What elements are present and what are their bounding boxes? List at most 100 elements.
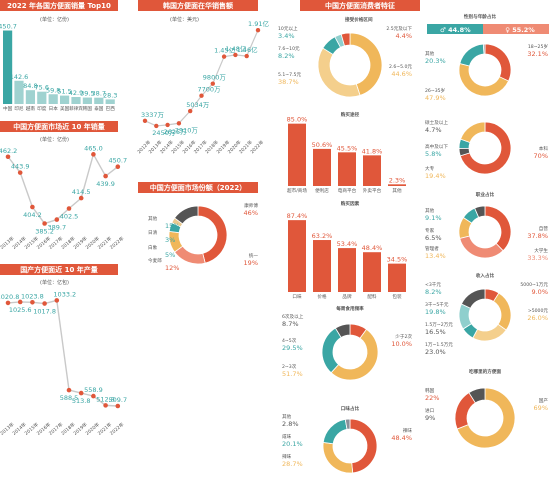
top10-value: 39.5 [80, 90, 94, 98]
output-value: 1017.8 [33, 308, 56, 316]
price-label: 10元以上 [278, 25, 298, 32]
region-label: 进口 [425, 407, 435, 414]
kr-value: 1.46亿 [237, 45, 258, 54]
income-label: 1万~1.5万元 [425, 342, 453, 348]
flavor-value: 20.1% [282, 440, 303, 448]
output-point [103, 403, 108, 408]
age-slice [484, 43, 512, 82]
price-label: 5.1~7.5元 [278, 72, 301, 78]
top10-category: 泰国 [94, 105, 104, 112]
output-point [54, 298, 60, 303]
market-value: 414.5 [72, 188, 91, 196]
market-point [115, 164, 121, 170]
flavor-label: 辣味 [403, 427, 413, 434]
top10-value: 38.7 [92, 90, 106, 98]
top10-category: 日本 [49, 105, 59, 112]
price-slice [340, 32, 351, 47]
kr-point [142, 118, 148, 124]
gender-title: 性别与年龄占比 [464, 13, 497, 20]
market-value: 404.2 [23, 211, 42, 219]
price-value: 44.6% [391, 70, 412, 78]
age-label: 26~35岁 [425, 87, 446, 94]
share-label: 今麦郎 [148, 257, 162, 264]
edu-label: 高中及以下 [425, 143, 448, 150]
factor-bar [338, 248, 356, 292]
flavor-slice [344, 418, 351, 430]
top10-category: 巴西 [106, 106, 116, 112]
top10-category: 菲律宾 [69, 105, 83, 112]
edu-label: 硕士及以上 [425, 119, 448, 126]
job-label: 大学生 [534, 247, 548, 254]
channel-value: 41.8% [362, 147, 383, 155]
market-unit: (单位：亿份) [40, 136, 69, 143]
factor-value: 53.4% [337, 240, 358, 248]
market-value: 439.9 [96, 180, 115, 188]
share-label: 统一 [249, 252, 259, 259]
factor-category: 品牌 [342, 293, 352, 300]
factor-bar [313, 240, 331, 292]
job-label: 其他 [425, 207, 435, 214]
gender-male-bar [427, 24, 483, 34]
top10-title: 2022 年各国方便面销量 Top10 [7, 1, 111, 10]
factor-category: 口味 [292, 293, 302, 300]
output-point [91, 393, 96, 399]
region-label: 韩国 [425, 387, 435, 394]
output-title: 国产方便面近 10 年产量 [20, 265, 98, 274]
flavor-slice [349, 418, 378, 474]
market-value: 389.7 [47, 224, 66, 232]
share-value: 15% [165, 222, 179, 230]
output-point [66, 387, 72, 393]
factor-value: 34.5% [387, 256, 408, 264]
factor-category: 配料 [367, 293, 377, 300]
income-value: 8.2% [425, 288, 442, 296]
income-label: >5000元 [528, 308, 549, 314]
freq-label: 4~5次 [282, 337, 297, 344]
top10-category: 中国 [3, 105, 13, 112]
kr-value: 1.91亿 [248, 19, 269, 28]
freq-label: 2~3次 [282, 363, 297, 370]
kr-point [244, 53, 249, 59]
market-point [5, 154, 11, 160]
market-value: 385.2 [35, 227, 54, 235]
top10-bar [71, 97, 81, 104]
kr-title: 韩国方便面在华销售额 [163, 1, 233, 10]
kr-point [188, 108, 193, 114]
kr-value: 2910万 [175, 126, 199, 134]
edu-label: 大专 [425, 165, 435, 172]
price-label: 7.6~10元 [278, 46, 300, 52]
freq-label: 6次及以上 [282, 313, 304, 320]
flavor-slice [322, 418, 348, 445]
job-title: 职业占比 [476, 191, 495, 198]
top10-bar [48, 94, 58, 104]
factor-value: 48.4% [362, 244, 383, 252]
market-point [66, 206, 72, 211]
top10-value: 84.8 [23, 82, 37, 90]
market-point [42, 221, 47, 226]
output-value: 1020.8 [0, 293, 19, 301]
price-value: 38.7% [278, 78, 299, 86]
share-value: 5% [165, 251, 175, 259]
top10-category: 印度 [37, 105, 47, 112]
factor-value: 63.2% [312, 232, 333, 240]
price-value: 3.4% [278, 32, 295, 40]
gender-female-bar [483, 24, 549, 34]
share-value: 46% [244, 209, 258, 217]
factor-category: 包装 [392, 293, 402, 300]
kr-unit: (单位：美元) [170, 16, 199, 23]
market-value: 402.5 [60, 213, 79, 221]
freq-value: 51.7% [282, 370, 303, 378]
market-title-bg [0, 121, 118, 132]
income-value: 26.0% [527, 314, 548, 322]
kr-title-bg [138, 0, 258, 11]
income-value: 9.0% [531, 288, 548, 296]
factor-title: 购买因素 [341, 200, 360, 207]
top10-bar [105, 99, 115, 104]
share-value: 12% [165, 264, 179, 272]
edu-slice [460, 121, 486, 144]
output-value: 512.8 [96, 395, 115, 403]
channel-category: 外卖平台 [363, 187, 382, 194]
job-label: 自营 [539, 225, 549, 232]
factor-value: 87.4% [287, 212, 308, 220]
income-value: 16.5% [425, 328, 446, 336]
